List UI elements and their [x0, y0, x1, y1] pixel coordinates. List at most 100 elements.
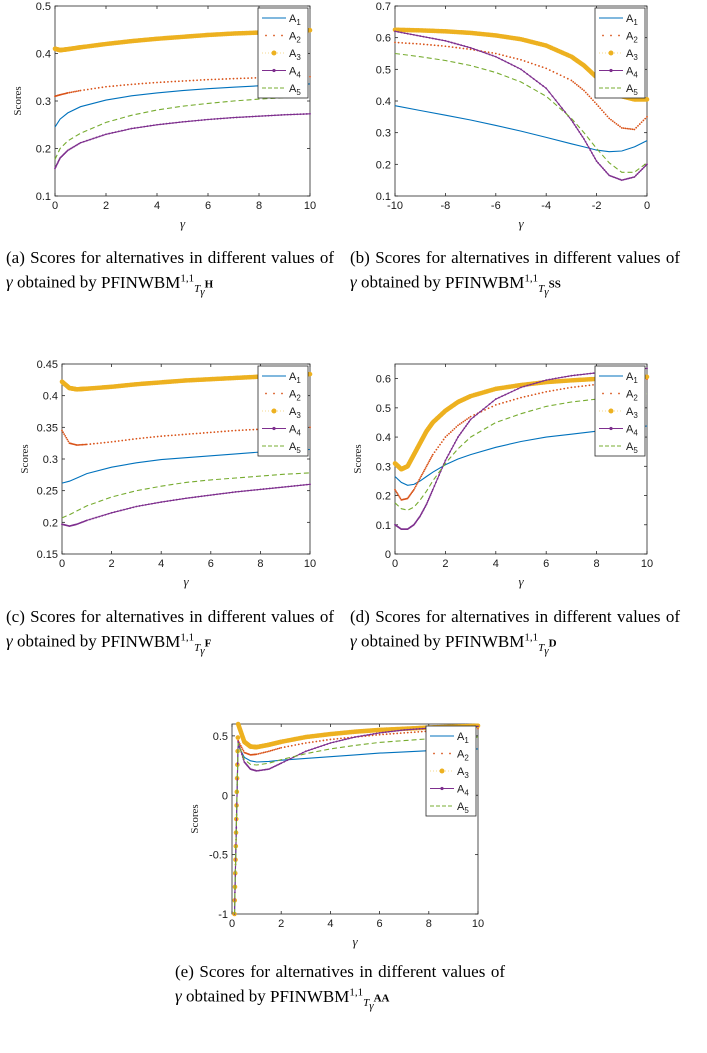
series-point-A4 — [188, 496, 191, 499]
series-point-A4 — [172, 499, 175, 502]
x-tick-label: 4 — [493, 558, 499, 570]
series-point-A2 — [413, 731, 416, 734]
series-point-A4 — [635, 174, 637, 177]
series-point-A4 — [92, 517, 94, 520]
series-point-A4 — [513, 389, 516, 392]
series-point-A2 — [309, 426, 311, 429]
series-point-A2 — [131, 438, 134, 441]
series-point-A4 — [466, 46, 469, 48]
series-point-A4 — [627, 177, 629, 180]
series-point-A2 — [160, 435, 163, 438]
series-point-A4 — [372, 733, 375, 735]
legend-swatch-A2 — [273, 392, 275, 395]
series-point-A4 — [586, 143, 589, 146]
series-point-A4 — [551, 95, 554, 98]
series-point-A2 — [419, 43, 422, 45]
series-point-A2 — [534, 393, 537, 396]
series-point-A2 — [216, 430, 219, 433]
series-point-A2 — [75, 90, 78, 93]
series-point-A4 — [187, 120, 190, 123]
series-point-A4 — [354, 736, 356, 738]
series-point-A2 — [269, 749, 272, 752]
legend-swatch-A2 — [265, 34, 267, 37]
series-point-A4 — [89, 138, 91, 141]
series-point-A4 — [237, 740, 240, 743]
series-point-A2 — [250, 77, 253, 79]
y-tick-label: 0.6 — [376, 374, 391, 386]
series-point-A4 — [424, 504, 427, 507]
series-point-A4 — [479, 50, 481, 53]
series-point-A4 — [296, 113, 299, 116]
x-tick-label: -4 — [541, 200, 551, 212]
series-point-A2 — [566, 77, 569, 80]
series-point-A2 — [457, 424, 459, 427]
series-point-A2 — [396, 732, 399, 735]
series-point-A4 — [605, 170, 607, 173]
y-tick-label: 0.5 — [376, 64, 391, 76]
series-point-A2 — [227, 430, 230, 432]
series-point-A4 — [529, 383, 532, 386]
series-point-A2 — [242, 749, 245, 752]
operator-sub: T — [363, 997, 370, 1010]
series-point-A4 — [335, 740, 338, 743]
series-point-A2 — [181, 433, 184, 436]
series-point-A4 — [296, 484, 299, 487]
y-tick-label: 0.6 — [376, 33, 391, 45]
series-point-A2 — [137, 82, 140, 85]
series-point-A4 — [614, 176, 617, 179]
series-point-A4 — [71, 146, 74, 149]
series-point-A2 — [458, 47, 461, 49]
x-tick-label: 4 — [327, 918, 333, 930]
series-point-A2 — [419, 477, 422, 479]
series-point-A4 — [554, 377, 557, 380]
series-point-A2 — [117, 440, 120, 442]
series-point-A2 — [239, 77, 242, 80]
series-point-A4 — [504, 60, 507, 63]
caption-text: obtained by — [185, 986, 266, 1006]
caption-text: obtained by — [360, 631, 441, 651]
series-point-A2 — [156, 81, 158, 84]
series-point-A4 — [422, 35, 425, 38]
chart-b: -10 -8 -6 -4 -2 0 0.1 0.2 0.3 0.4 0.5 0.6 0.7 γ A1A2A3… — [376, 1, 650, 231]
series-point-A2 — [234, 429, 237, 432]
series-point-A4 — [253, 489, 256, 491]
series-point-A2 — [619, 125, 621, 128]
series-point-A2 — [545, 67, 548, 70]
y-tick-label: 0.4 — [376, 432, 391, 444]
series-point-A4 — [545, 87, 548, 90]
series-point-A4 — [421, 727, 424, 730]
series-point-A4 — [466, 423, 469, 425]
series-point-A4 — [159, 123, 162, 126]
series-point-A2 — [178, 433, 180, 436]
series-point-A2 — [375, 734, 377, 736]
series-point-A4 — [268, 768, 270, 771]
series-point-A4 — [435, 481, 437, 484]
series-point-A2 — [116, 84, 118, 87]
series-point-A4 — [554, 99, 557, 102]
series-line-A1 — [394, 105, 648, 153]
series-point-A2 — [523, 395, 526, 398]
series-point-A2 — [610, 118, 612, 121]
series-point-A4 — [631, 176, 634, 179]
series-point-A4 — [590, 151, 593, 154]
y-tick-label: 0.35 — [37, 422, 58, 434]
series-point-A4 — [129, 507, 132, 509]
series-point-A4 — [431, 488, 434, 491]
series-point-A4 — [494, 398, 497, 400]
series-point-A4 — [617, 178, 620, 180]
series-point-A4 — [435, 38, 437, 40]
series-point-A2 — [563, 387, 566, 390]
series-point-A2 — [220, 430, 223, 433]
series-point-A2 — [520, 58, 522, 61]
series-point-A2 — [613, 121, 616, 124]
series-group — [59, 371, 313, 528]
legend-marker-A3 — [439, 768, 445, 774]
legend-swatch-A2 — [602, 34, 604, 37]
x-tick-label: 2 — [103, 200, 109, 212]
series-point-A2 — [505, 400, 508, 403]
series-point-A3 — [644, 374, 650, 380]
series-point-A4 — [207, 118, 209, 121]
series-point-A2 — [156, 435, 159, 438]
